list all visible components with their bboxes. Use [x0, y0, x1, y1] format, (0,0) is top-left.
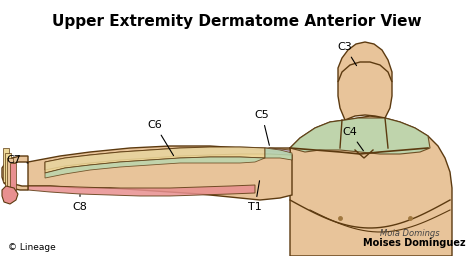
Text: C8: C8: [73, 195, 87, 212]
Text: T1: T1: [248, 181, 262, 212]
Polygon shape: [290, 118, 430, 154]
Polygon shape: [45, 157, 265, 178]
Text: Upper Extremity Dermatome Anterior View: Upper Extremity Dermatome Anterior View: [52, 14, 422, 29]
Text: C3: C3: [337, 42, 356, 66]
Polygon shape: [7, 158, 13, 188]
Polygon shape: [28, 185, 255, 196]
Polygon shape: [265, 148, 292, 160]
Text: Moia Domings: Moia Domings: [380, 229, 440, 238]
Polygon shape: [338, 42, 392, 82]
Polygon shape: [3, 148, 9, 182]
Polygon shape: [2, 186, 18, 204]
Polygon shape: [2, 156, 28, 190]
Polygon shape: [290, 116, 452, 256]
Text: Moises Dominguez: Moises Dominguez: [364, 238, 466, 248]
Polygon shape: [5, 153, 11, 186]
Text: C6: C6: [147, 120, 173, 156]
Text: © Lineage: © Lineage: [8, 243, 56, 252]
Text: C4: C4: [343, 127, 364, 151]
Polygon shape: [45, 147, 265, 173]
Polygon shape: [10, 163, 16, 190]
Polygon shape: [338, 62, 392, 120]
Polygon shape: [28, 146, 292, 200]
Text: C7: C7: [7, 155, 28, 165]
Polygon shape: [45, 147, 290, 170]
Polygon shape: [228, 148, 290, 194]
Text: C5: C5: [255, 110, 269, 145]
